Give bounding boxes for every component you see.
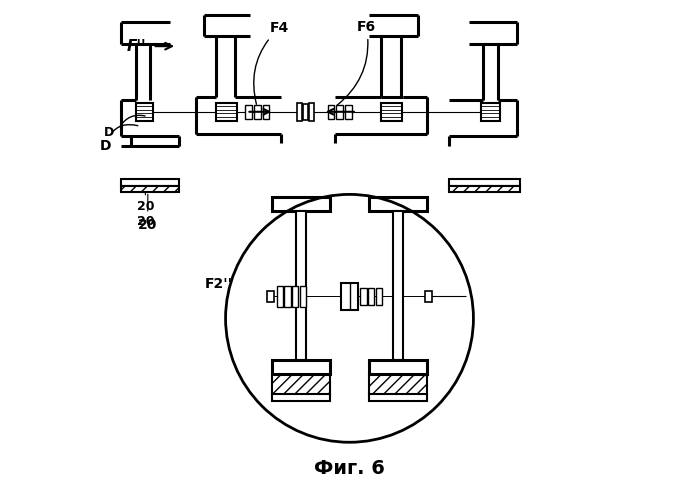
Bar <box>296 211 306 360</box>
Bar <box>369 360 427 374</box>
Bar <box>245 105 252 119</box>
Bar <box>449 186 519 192</box>
Bar <box>376 288 382 305</box>
Text: Фиг. 6: Фиг. 6 <box>314 459 385 479</box>
Bar <box>368 288 374 305</box>
Bar <box>216 103 237 121</box>
Bar <box>303 104 308 120</box>
Text: 20: 20 <box>138 218 157 232</box>
Bar <box>360 288 366 305</box>
Text: 20: 20 <box>136 192 154 213</box>
Text: F'': F'' <box>127 39 147 53</box>
Bar <box>393 211 403 360</box>
Text: D: D <box>103 126 114 139</box>
Bar <box>449 179 519 186</box>
Bar <box>272 375 330 395</box>
Text: F4: F4 <box>254 21 289 104</box>
Bar <box>297 103 302 121</box>
Bar <box>300 286 306 307</box>
Bar <box>121 186 180 192</box>
Bar <box>481 103 500 121</box>
Bar <box>121 179 180 186</box>
Bar <box>284 286 291 307</box>
Text: F6: F6 <box>337 20 376 105</box>
Text: F2'': F2'' <box>204 226 268 291</box>
Bar <box>263 105 269 119</box>
Bar <box>267 291 274 302</box>
Bar <box>309 103 314 121</box>
Bar <box>340 283 359 310</box>
Bar <box>328 105 334 119</box>
Bar <box>336 105 343 119</box>
Bar <box>272 394 330 401</box>
Bar <box>277 286 283 307</box>
Bar <box>345 105 352 119</box>
Bar <box>136 103 152 121</box>
Bar <box>369 394 427 401</box>
Bar <box>369 197 427 211</box>
Bar <box>369 375 427 395</box>
Bar <box>381 103 402 121</box>
Bar <box>425 291 432 302</box>
Circle shape <box>226 194 473 442</box>
Bar <box>254 105 261 119</box>
Bar <box>292 286 298 307</box>
Bar <box>272 197 330 211</box>
Text: D: D <box>100 124 138 153</box>
Bar <box>272 360 330 374</box>
Text: 20: 20 <box>136 215 154 228</box>
